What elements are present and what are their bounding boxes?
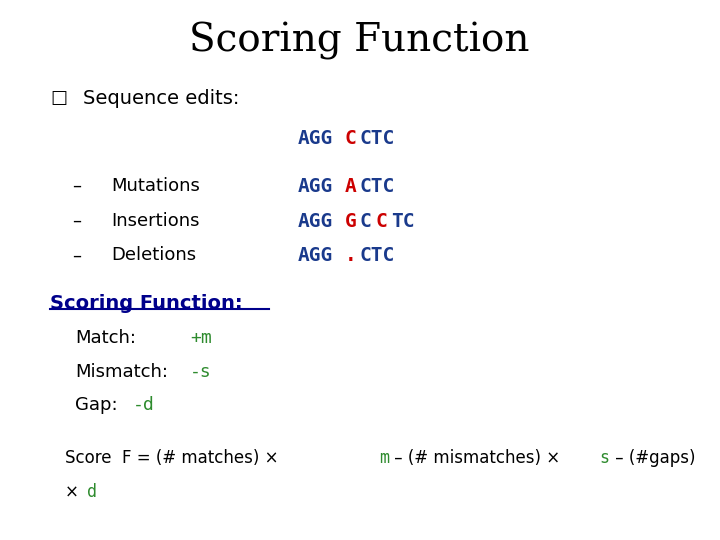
Text: CTC: CTC: [360, 129, 395, 147]
Text: – (# mismatches) ×: – (# mismatches) ×: [390, 449, 566, 467]
Text: d: d: [87, 483, 97, 501]
Text: AGG: AGG: [298, 129, 333, 147]
Text: C: C: [360, 212, 372, 231]
Text: CTC: CTC: [360, 246, 395, 265]
Text: C: C: [375, 212, 387, 231]
Text: Deletions: Deletions: [112, 246, 197, 264]
Text: –: –: [72, 212, 81, 230]
Text: □: □: [50, 89, 67, 107]
Text: TC: TC: [391, 212, 414, 231]
Text: A: A: [344, 177, 356, 196]
Text: AGG: AGG: [298, 212, 333, 231]
Text: s: s: [600, 449, 610, 467]
Text: Mutations: Mutations: [112, 177, 200, 195]
Text: -d: -d: [133, 396, 155, 414]
Text: Gap:: Gap:: [76, 396, 118, 414]
Text: ×: ×: [65, 483, 84, 501]
Text: Insertions: Insertions: [112, 212, 200, 230]
Text: Score  F = (# matches) ×: Score F = (# matches) ×: [65, 449, 284, 467]
Text: .: .: [344, 246, 356, 265]
Text: –: –: [72, 246, 81, 264]
Text: Sequence edits:: Sequence edits:: [83, 89, 239, 108]
Text: m: m: [379, 449, 390, 467]
Text: –: –: [72, 177, 81, 195]
Text: AGG: AGG: [298, 177, 333, 196]
Text: – (#gaps): – (#gaps): [611, 449, 696, 467]
Text: CTC: CTC: [360, 177, 395, 196]
Text: C: C: [344, 129, 356, 147]
Text: Match:: Match:: [76, 329, 136, 347]
Text: -s: -s: [190, 363, 212, 381]
Text: +m: +m: [190, 329, 212, 347]
Text: G: G: [344, 212, 356, 231]
Text: AGG: AGG: [298, 246, 333, 265]
Text: Scoring Function: Scoring Function: [189, 22, 529, 59]
Text: Mismatch:: Mismatch:: [76, 363, 168, 381]
Text: Scoring Function:: Scoring Function:: [50, 294, 243, 313]
